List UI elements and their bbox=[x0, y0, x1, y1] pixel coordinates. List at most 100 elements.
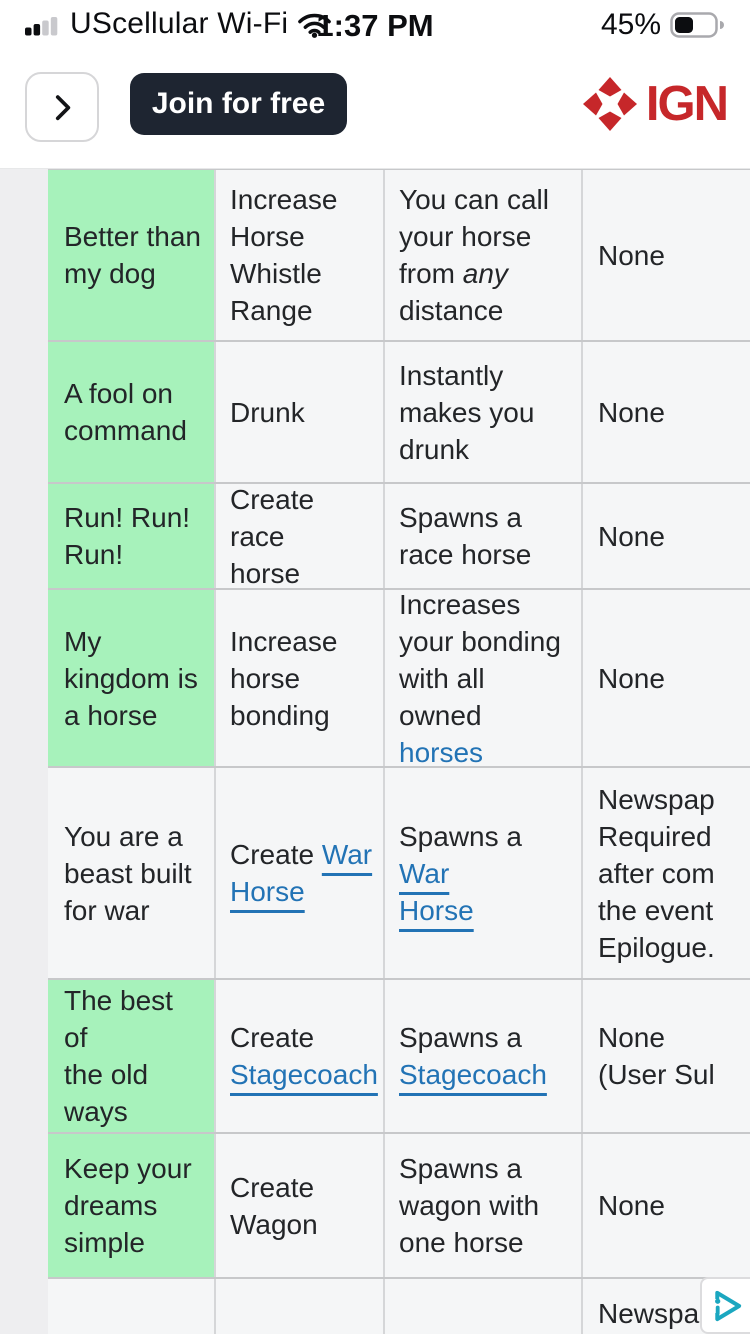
carrier-label: UScellular Wi-Fi bbox=[70, 7, 289, 40]
cell-text: horse bbox=[230, 662, 301, 694]
cell-text: Drunk bbox=[230, 396, 305, 428]
cheat-name-cell: Better than my dog bbox=[48, 170, 216, 340]
adchoices-button[interactable] bbox=[700, 1277, 750, 1334]
cheat-requirement-cell: None bbox=[583, 342, 750, 482]
table-row: You are a beast built for war Create War Hor… bbox=[48, 768, 750, 980]
battery-icon bbox=[670, 12, 724, 38]
cheat-effect-cell: Create Stagecoach bbox=[216, 980, 385, 1132]
cell-text: Run! bbox=[64, 539, 124, 570]
cheat-name-cell: Keep your dreams simple bbox=[48, 1134, 216, 1277]
cell-text: the old bbox=[64, 1059, 149, 1090]
cell-text: any bbox=[462, 258, 508, 289]
join-for-free-button[interactable]: Join for free bbox=[130, 73, 347, 135]
inline-link[interactable]: War bbox=[321, 839, 373, 870]
cell-text: (User Sul bbox=[598, 1059, 715, 1090]
cell-text: kingdom is bbox=[64, 662, 198, 694]
cheat-requirement-cell: None bbox=[583, 170, 750, 340]
cell-signal-icon bbox=[25, 17, 58, 36]
cell-text: None bbox=[598, 520, 665, 552]
inline-link[interactable]: Horse bbox=[230, 876, 305, 907]
cell-text: Wagon bbox=[230, 1208, 318, 1240]
cell-text: None bbox=[598, 662, 665, 694]
cell-text: Run! Run! bbox=[64, 502, 191, 533]
table-row: Better than my dog Increase Horse Whistle Ran… bbox=[48, 170, 750, 342]
cell-text: You can call bbox=[399, 184, 549, 215]
cell-text: one horse bbox=[399, 1227, 524, 1258]
cell-text: makes you bbox=[399, 396, 535, 428]
cell-text: simple bbox=[64, 1227, 145, 1258]
cheat-name-cell: A fool on command bbox=[48, 342, 216, 482]
cell-text: None bbox=[598, 239, 665, 271]
clock: 1:37 PM bbox=[316, 8, 434, 43]
cell-text: Create bbox=[230, 1332, 314, 1334]
table-row: Run! Run! Run! Create race horse Spawns a rac… bbox=[48, 484, 750, 590]
inline-link[interactable]: Stagecoach bbox=[399, 1059, 547, 1090]
table-row: Keep your dreams simple Create Wagon Spawns a… bbox=[48, 1134, 750, 1279]
cheat-description-cell: You can call your horse from any distance bbox=[385, 170, 583, 340]
ign-logo-icon bbox=[582, 77, 637, 131]
cell-text: from bbox=[399, 258, 463, 289]
cell-text: Whistle bbox=[230, 258, 322, 289]
cell-text: Instantly bbox=[399, 359, 504, 391]
cell-text: Spawns a bbox=[399, 820, 522, 852]
cell-text: Range bbox=[230, 295, 313, 326]
cell-text: My bbox=[64, 625, 102, 657]
cell-text: You are a bbox=[64, 820, 183, 852]
cell-text: Spawns a bbox=[399, 1153, 522, 1184]
cheat-requirement-cell: None (User Sul bbox=[583, 980, 750, 1132]
cheat-requirement-cell: None bbox=[583, 1134, 750, 1277]
cell-text: Increase bbox=[230, 184, 338, 215]
inline-link[interactable]: Horse bbox=[399, 894, 474, 926]
cheat-effect-cell: Create Wagon bbox=[216, 1134, 385, 1277]
cell-text: Create race bbox=[230, 483, 315, 552]
cheat-description-cell: Spawns a race horse bbox=[385, 484, 583, 588]
cell-text: command bbox=[64, 415, 187, 446]
forward-nav-button[interactable] bbox=[25, 72, 99, 142]
cheats-table: Better than my dog Increase Horse Whistle Ran… bbox=[48, 168, 750, 1334]
cell-text: a horse bbox=[64, 699, 158, 731]
cell-text: Spawns a bbox=[399, 1022, 522, 1053]
chevron-right-icon bbox=[55, 95, 71, 121]
cell-text: horse bbox=[230, 557, 301, 589]
cheat-description-cell: Spawns a Stagecoach bbox=[385, 980, 583, 1132]
cheat-effect-cell: Increase horse bonding bbox=[216, 590, 385, 766]
cell-text: None bbox=[598, 1190, 665, 1221]
cell-text: Better than bbox=[64, 221, 201, 252]
site-header: Join for free IGN bbox=[0, 44, 750, 169]
inline-link[interactable]: Stagecoach bbox=[230, 1059, 378, 1090]
cell-text: Spawns a bbox=[399, 502, 522, 533]
inline-link[interactable]: horses bbox=[399, 736, 484, 768]
cell-text: your horse bbox=[399, 221, 532, 252]
cell-text: None bbox=[598, 396, 665, 428]
cheat-requirement-cell: None bbox=[583, 484, 750, 588]
cell-text: A fool on bbox=[64, 378, 173, 409]
table-row: Would youCreateNewspapRequired bbox=[48, 1279, 750, 1334]
cheat-description-cell bbox=[385, 1279, 583, 1334]
cell-text: after com bbox=[598, 857, 715, 889]
cheat-description-cell: Increases your bonding with all owned horse… bbox=[385, 589, 583, 768]
status-bar: UScellular Wi-Fi 1:37 PM 45% bbox=[0, 0, 750, 44]
cell-text: beast built bbox=[64, 857, 192, 889]
cell-text: Create bbox=[230, 839, 322, 870]
wifi-icon bbox=[298, 13, 332, 38]
cell-text: Create bbox=[230, 1022, 315, 1053]
cell-text: the event bbox=[598, 894, 714, 926]
cheat-name-cell: The best of the old ways bbox=[48, 980, 216, 1132]
cell-text: Newspap bbox=[598, 783, 715, 815]
cheat-effect-cell: Drunk bbox=[216, 342, 385, 482]
cell-text: my dog bbox=[64, 258, 156, 289]
cheat-name-cell: My kingdom is a horse bbox=[48, 590, 216, 766]
inline-link[interactable]: War bbox=[399, 857, 450, 889]
cell-text: None bbox=[598, 1022, 665, 1053]
table-row: The best of the old ways Create Stagecoach Sp… bbox=[48, 980, 750, 1134]
cell-text: Create bbox=[230, 1171, 315, 1203]
page-left-gutter bbox=[0, 168, 48, 1334]
cell-text: Required bbox=[598, 820, 712, 852]
cheat-name-cell: Run! Run! Run! bbox=[48, 484, 216, 588]
ign-logo[interactable]: IGN bbox=[582, 76, 729, 132]
cheat-description-cell: Spawns a War Horse bbox=[385, 768, 583, 978]
cell-text: race horse bbox=[399, 539, 532, 570]
cheat-name-cell: Would you bbox=[48, 1279, 216, 1334]
cell-text: The best of bbox=[64, 985, 173, 1053]
